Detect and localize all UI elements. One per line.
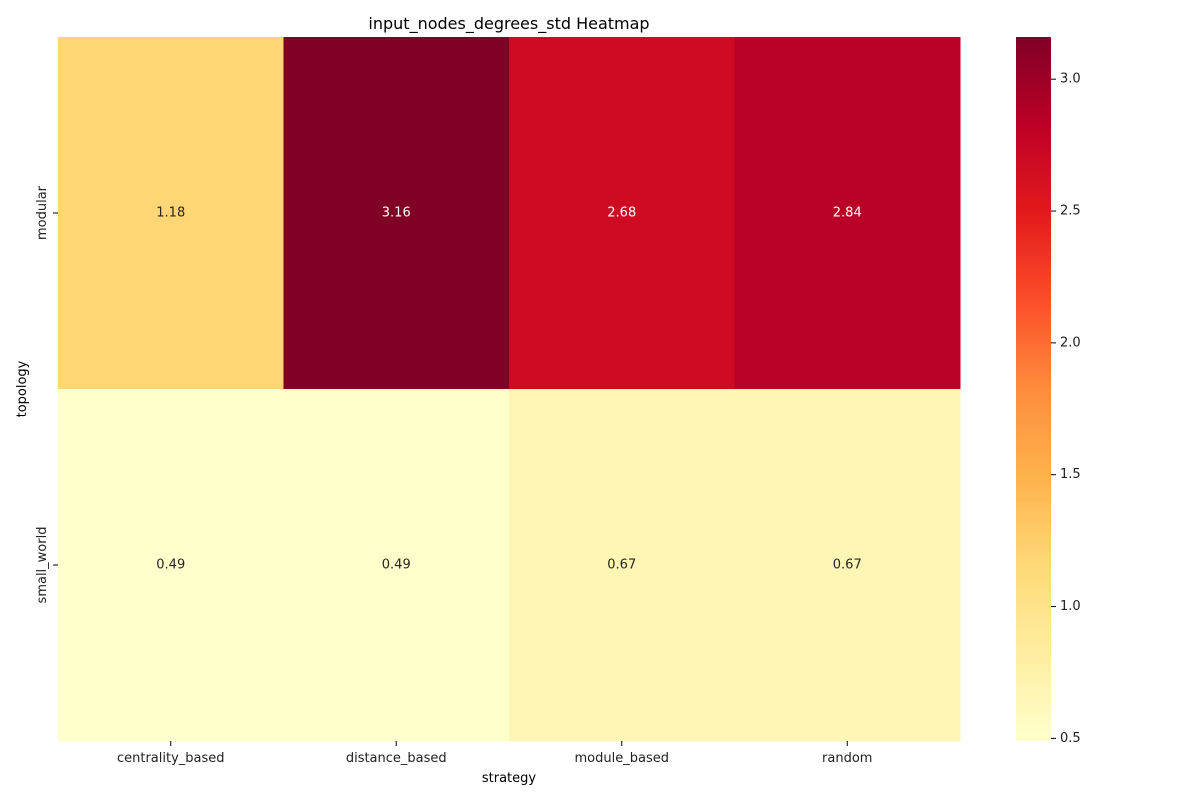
colorbar-tick-label: 0.5 (1060, 731, 1081, 746)
heatmap-cell-label: 3.16 (382, 206, 411, 221)
x-tick-label: random (822, 751, 872, 766)
heatmap-cell (58, 37, 284, 390)
heatmap-cell-label: 0.67 (833, 558, 862, 573)
colorbar-ticks: 0.5 1.0 1.5 2.0 2.5 3.0 (1051, 72, 1081, 746)
chart-title: input_nodes_degrees_std Heatmap (368, 14, 649, 34)
heatmap-cell (734, 389, 961, 742)
heatmap-cell (283, 37, 510, 390)
heatmap-cell (58, 389, 284, 742)
colorbar-tick-label: 2.0 (1060, 335, 1081, 350)
heatmap-cells (58, 37, 961, 742)
colorbar-tick-label: 1.0 (1060, 599, 1081, 614)
colorbar (1016, 37, 1051, 741)
x-tick-label: centrality_based (117, 751, 225, 766)
y-axis-ticks: modular small_world (35, 185, 58, 603)
x-axis-label: strategy (482, 771, 537, 786)
heatmap-cell-label: 0.67 (607, 558, 636, 573)
heatmap-cell-label: 2.68 (607, 206, 636, 221)
heatmap-cell-label: 1.18 (156, 206, 185, 221)
y-axis-label: topology (15, 360, 30, 417)
x-axis-ticks: centrality_based distance_based module_bas… (117, 741, 872, 766)
colorbar-tick-label: 2.5 (1060, 204, 1081, 219)
heatmap-cell (283, 389, 510, 742)
x-tick-label: module_based (575, 751, 669, 766)
heatmap-cell-label: 0.49 (156, 558, 185, 573)
colorbar-tick-label: 3.0 (1060, 72, 1081, 87)
heatmap-cell (509, 389, 735, 742)
colorbar-tick-label: 1.5 (1060, 467, 1081, 482)
heatmap-cell-label: 0.49 (382, 558, 411, 573)
y-tick-label: modular (35, 185, 50, 240)
y-tick-label: small_world (35, 527, 50, 604)
x-tick-label: distance_based (346, 751, 447, 766)
heatmap-cell (509, 37, 735, 390)
heatmap-cell (734, 37, 961, 390)
heatmap-cell-labels: 1.18 3.16 2.68 2.84 0.49 0.49 0.67 0.67 (156, 206, 861, 573)
heatmap-cell-label: 2.84 (833, 206, 862, 221)
